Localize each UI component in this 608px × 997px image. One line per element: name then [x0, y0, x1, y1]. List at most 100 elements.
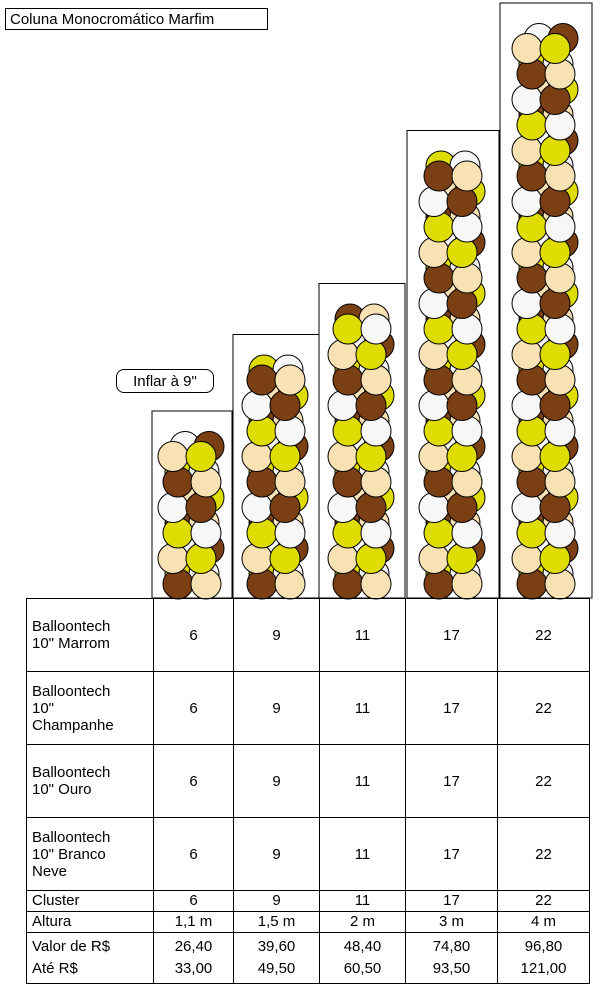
balloon	[423, 313, 455, 345]
page-title: Coluna Monocromático Marfim	[5, 8, 268, 30]
value-cell: 22	[497, 890, 590, 912]
balloon	[539, 441, 571, 472]
value-cell: 2 m	[319, 911, 406, 933]
balloon	[360, 517, 392, 549]
balloon	[157, 492, 189, 523]
balloon	[355, 441, 387, 472]
balloon	[241, 441, 273, 472]
quantity-cell: 9	[233, 817, 320, 891]
balloon-columns-diagram	[151, 2, 593, 600]
quantity-cell: 22	[497, 598, 590, 672]
balloon	[360, 313, 392, 345]
balloon	[274, 415, 306, 447]
quantity-cell: 17	[405, 817, 498, 891]
quantity-cell: 22	[497, 744, 590, 818]
balloon	[355, 390, 387, 421]
balloon	[516, 568, 548, 600]
balloon	[539, 84, 571, 115]
balloon	[446, 543, 478, 574]
price-cell: 96,80 121,00	[497, 932, 590, 984]
balloon	[511, 237, 543, 268]
balloon	[544, 568, 576, 600]
price-label: Valor de R$ Até R$	[26, 932, 154, 984]
balloon	[162, 568, 194, 600]
balloon	[511, 84, 543, 115]
balloon	[516, 109, 548, 141]
balloon	[516, 160, 548, 192]
cluster-row: Cluster 6 9 11 17 22	[26, 890, 590, 912]
balloon	[451, 364, 483, 396]
balloon	[241, 390, 273, 421]
quantity-cell: 17	[405, 598, 498, 672]
balloon	[327, 339, 359, 370]
balloon	[423, 517, 455, 549]
value-cell: 3 m	[405, 911, 498, 933]
balloon	[327, 543, 359, 574]
balloon	[544, 58, 576, 90]
row-label: Balloontech 10" Champanhe	[26, 671, 154, 745]
balloon	[539, 237, 571, 268]
price-cell: 48,40 60,50	[319, 932, 406, 984]
value-cell: 4 m	[497, 911, 590, 933]
balloon	[451, 466, 483, 498]
quantity-table: Balloontech 10" Marrom 6 9 11 17 22 Balloontech…	[26, 598, 590, 984]
balloon	[332, 568, 364, 600]
balloon	[516, 517, 548, 549]
balloon	[451, 517, 483, 549]
balloon	[327, 390, 359, 421]
row-label: Altura	[26, 911, 154, 933]
balloon	[423, 262, 455, 294]
price-row: Valor de R$ Até R$ 26,40 33,00 39,60 49,50 48,…	[26, 932, 590, 984]
balloon	[544, 160, 576, 192]
balloon	[446, 288, 478, 319]
balloon	[185, 492, 217, 523]
balloon	[332, 466, 364, 498]
balloon	[451, 568, 483, 600]
balloon	[423, 415, 455, 447]
balloon	[332, 364, 364, 396]
balloon	[241, 543, 273, 574]
balloon	[511, 492, 543, 523]
balloon	[516, 58, 548, 90]
quantity-cell: 11	[319, 671, 406, 745]
balloon	[360, 568, 392, 600]
balloon	[446, 390, 478, 421]
row-label: Balloontech 10" Marrom	[26, 598, 154, 672]
balloon	[246, 364, 278, 396]
balloon	[516, 313, 548, 345]
balloon	[241, 492, 273, 523]
balloon	[539, 186, 571, 217]
quantity-cell: 6	[153, 817, 234, 891]
balloon	[539, 492, 571, 523]
balloon	[511, 543, 543, 574]
balloon	[446, 186, 478, 217]
value-cell: 1,1 m	[153, 911, 234, 933]
balloon	[511, 288, 543, 319]
balloon	[355, 339, 387, 370]
quantity-cell: 11	[319, 744, 406, 818]
balloon	[418, 288, 450, 319]
quantity-cell: 11	[319, 817, 406, 891]
balloon	[418, 339, 450, 370]
balloon	[418, 237, 450, 268]
balloon	[418, 492, 450, 523]
balloon	[423, 466, 455, 498]
balloon	[544, 415, 576, 447]
balloon	[544, 313, 576, 345]
balloon	[332, 313, 364, 345]
quantity-cell: 6	[153, 598, 234, 672]
balloon	[327, 492, 359, 523]
balloon	[162, 517, 194, 549]
balloon	[511, 339, 543, 370]
price-cell: 39,60 49,50	[233, 932, 320, 984]
table-row: Balloontech 10" Branco Neve 6 9 11 17 22	[26, 817, 590, 891]
balloon	[544, 211, 576, 243]
balloon	[355, 543, 387, 574]
balloon	[423, 568, 455, 600]
balloon	[446, 492, 478, 523]
balloon	[423, 364, 455, 396]
balloon	[423, 160, 455, 192]
balloon	[274, 466, 306, 498]
balloon	[355, 492, 387, 523]
quantity-cell: 22	[497, 817, 590, 891]
